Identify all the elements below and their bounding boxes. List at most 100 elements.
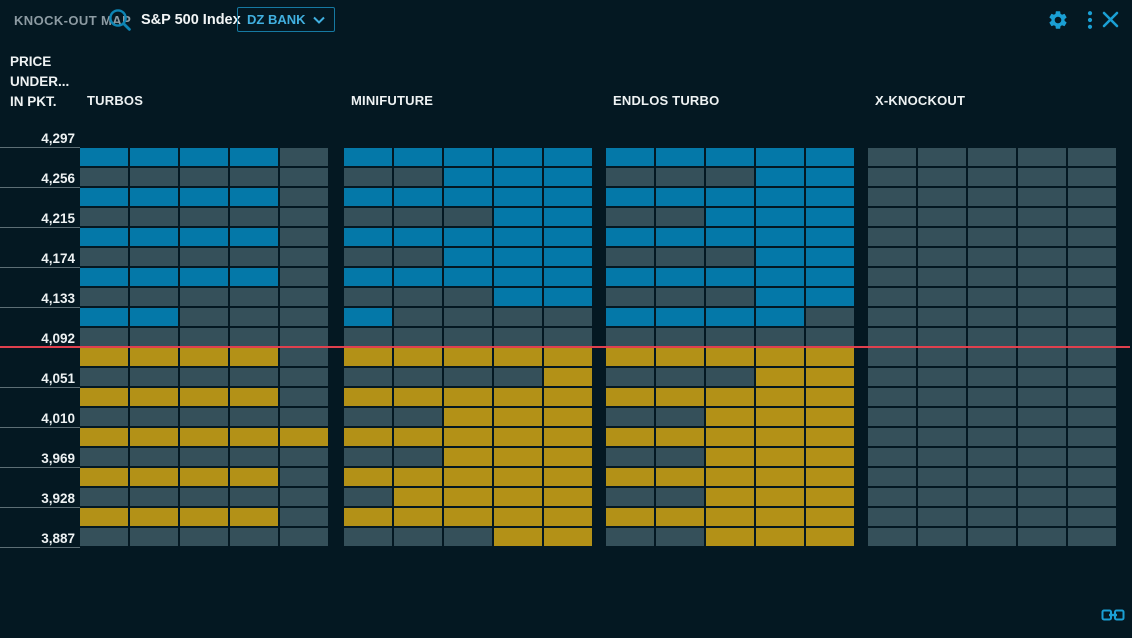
knockout-cell[interactable] [230, 388, 278, 406]
knockout-cell[interactable] [918, 188, 966, 206]
knockout-cell[interactable] [606, 488, 654, 506]
knockout-cell[interactable] [606, 308, 654, 326]
knockout-cell[interactable] [656, 228, 704, 246]
knockout-cell[interactable] [806, 228, 854, 246]
knockout-cell[interactable] [756, 428, 804, 446]
knockout-cell[interactable] [280, 528, 328, 546]
knockout-cell[interactable] [756, 288, 804, 306]
knockout-cell[interactable] [706, 228, 754, 246]
knockout-cell[interactable] [656, 148, 704, 166]
knockout-cell[interactable] [444, 368, 492, 386]
knockout-cell[interactable] [130, 328, 178, 346]
knockout-cell[interactable] [444, 208, 492, 226]
knockout-cell[interactable] [544, 508, 592, 526]
knockout-cell[interactable] [756, 408, 804, 426]
knockout-cell[interactable] [1068, 368, 1116, 386]
knockout-cell[interactable] [968, 488, 1016, 506]
knockout-cell[interactable] [280, 408, 328, 426]
knockout-cell[interactable] [544, 148, 592, 166]
knockout-cell[interactable] [806, 268, 854, 286]
knockout-cell[interactable] [130, 508, 178, 526]
knockout-cell[interactable] [606, 448, 654, 466]
knockout-cell[interactable] [1018, 508, 1066, 526]
knockout-cell[interactable] [544, 408, 592, 426]
knockout-cell[interactable] [656, 368, 704, 386]
knockout-cell[interactable] [544, 248, 592, 266]
knockout-cell[interactable] [968, 228, 1016, 246]
knockout-cell[interactable] [130, 528, 178, 546]
knockout-cell[interactable] [968, 468, 1016, 486]
knockout-cell[interactable] [394, 228, 442, 246]
knockout-cell[interactable] [706, 528, 754, 546]
knockout-cell[interactable] [706, 208, 754, 226]
knockout-cell[interactable] [706, 328, 754, 346]
knockout-cell[interactable] [544, 528, 592, 546]
knockout-cell[interactable] [80, 328, 128, 346]
knockout-cell[interactable] [606, 248, 654, 266]
knockout-cell[interactable] [868, 348, 916, 366]
knockout-cell[interactable] [756, 188, 804, 206]
knockout-cell[interactable] [806, 468, 854, 486]
knockout-cell[interactable] [444, 228, 492, 246]
knockout-cell[interactable] [130, 208, 178, 226]
knockout-cell[interactable] [394, 448, 442, 466]
knockout-cell[interactable] [344, 168, 392, 186]
knockout-cell[interactable] [130, 388, 178, 406]
knockout-cell[interactable] [494, 288, 542, 306]
knockout-cell[interactable] [130, 348, 178, 366]
knockout-cell[interactable] [280, 348, 328, 366]
knockout-cell[interactable] [606, 368, 654, 386]
knockout-cell[interactable] [968, 408, 1016, 426]
knockout-cell[interactable] [180, 528, 228, 546]
knockout-cell[interactable] [868, 268, 916, 286]
knockout-cell[interactable] [868, 208, 916, 226]
knockout-cell[interactable] [230, 508, 278, 526]
knockout-cell[interactable] [918, 388, 966, 406]
knockout-cell[interactable] [706, 488, 754, 506]
knockout-cell[interactable] [180, 408, 228, 426]
knockout-cell[interactable] [130, 408, 178, 426]
knockout-cell[interactable] [494, 468, 542, 486]
knockout-cell[interactable] [444, 348, 492, 366]
knockout-cell[interactable] [806, 328, 854, 346]
knockout-cell[interactable] [656, 388, 704, 406]
knockout-cell[interactable] [230, 188, 278, 206]
knockout-cell[interactable] [344, 368, 392, 386]
knockout-cell[interactable] [656, 468, 704, 486]
knockout-cell[interactable] [706, 348, 754, 366]
knockout-cell[interactable] [280, 308, 328, 326]
knockout-cell[interactable] [756, 228, 804, 246]
knockout-cell[interactable] [280, 328, 328, 346]
knockout-cell[interactable] [1018, 228, 1066, 246]
knockout-cell[interactable] [1018, 348, 1066, 366]
knockout-cell[interactable] [280, 188, 328, 206]
knockout-cell[interactable] [230, 268, 278, 286]
knockout-cell[interactable] [130, 468, 178, 486]
knockout-cell[interactable] [444, 428, 492, 446]
knockout-cell[interactable] [1068, 488, 1116, 506]
knockout-cell[interactable] [918, 428, 966, 446]
knockout-cell[interactable] [394, 288, 442, 306]
knockout-cell[interactable] [606, 168, 654, 186]
knockout-cell[interactable] [868, 308, 916, 326]
knockout-cell[interactable] [1068, 328, 1116, 346]
knockout-cell[interactable] [1068, 148, 1116, 166]
knockout-cell[interactable] [656, 328, 704, 346]
knockout-cell[interactable] [656, 408, 704, 426]
knockout-cell[interactable] [756, 268, 804, 286]
knockout-cell[interactable] [80, 288, 128, 306]
underlying-name[interactable]: S&P 500 Index [141, 12, 241, 28]
knockout-cell[interactable] [394, 208, 442, 226]
knockout-cell[interactable] [180, 488, 228, 506]
knockout-cell[interactable] [494, 408, 542, 426]
knockout-cell[interactable] [756, 488, 804, 506]
knockout-cell[interactable] [868, 168, 916, 186]
knockout-cell[interactable] [494, 308, 542, 326]
knockout-cell[interactable] [806, 388, 854, 406]
knockout-cell[interactable] [130, 268, 178, 286]
knockout-cell[interactable] [606, 468, 654, 486]
knockout-cell[interactable] [394, 308, 442, 326]
knockout-cell[interactable] [706, 168, 754, 186]
knockout-cell[interactable] [444, 468, 492, 486]
knockout-cell[interactable] [756, 248, 804, 266]
